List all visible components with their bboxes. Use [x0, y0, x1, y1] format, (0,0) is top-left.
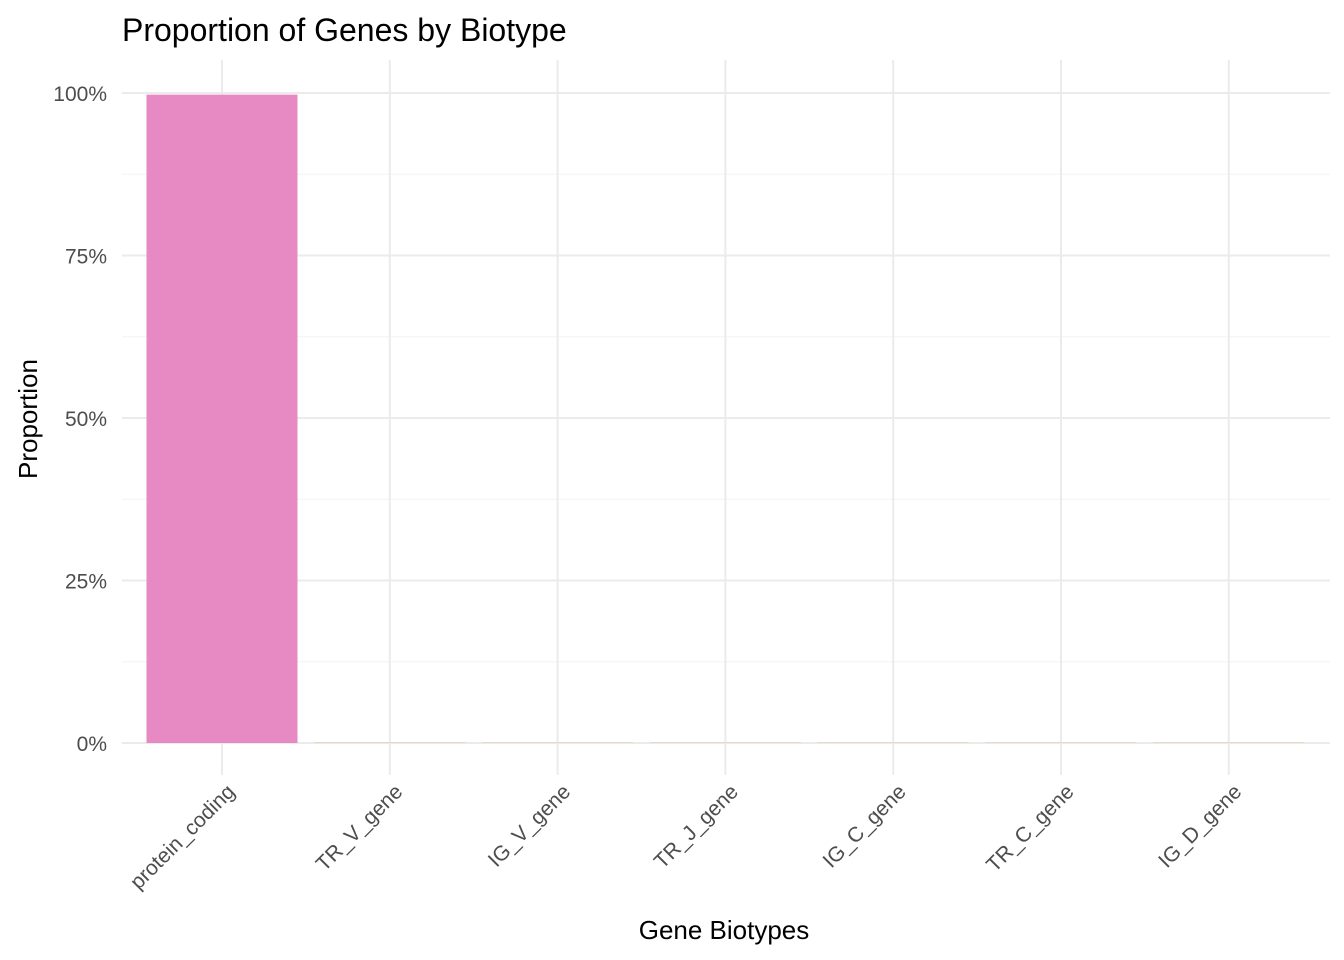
bar-TR_V_gene — [314, 742, 466, 743]
y-tick-label: 0% — [77, 733, 107, 756]
bar-IG_V_gene — [482, 742, 634, 743]
x-tick-label: TR_C_gene — [982, 780, 1078, 876]
y-tick-label: 100% — [53, 83, 107, 106]
bar-protein_coding — [146, 94, 298, 743]
y-tick-label: 50% — [65, 408, 107, 431]
x-tick-label: protein_coding — [126, 780, 240, 894]
x-tick-label: TR_V_gene — [312, 780, 408, 876]
bar-IG_C_gene — [817, 742, 969, 743]
chart-title: Proportion of Genes by Biotype — [122, 12, 567, 48]
y-axis: 0% 25% 50% 75% 100% — [53, 83, 107, 756]
bars — [146, 94, 1305, 743]
bar-IG_D_gene — [1153, 742, 1305, 743]
bar-TR_C_gene — [985, 742, 1137, 743]
x-axis-title: Gene Biotypes — [639, 915, 810, 945]
bar-TR_J_gene — [649, 742, 801, 743]
y-axis-title: Proportion — [13, 359, 43, 479]
x-axis: protein_coding TR_V_gene IG_V_gene TR_J_gen… — [126, 780, 1246, 894]
y-tick-label: 25% — [65, 571, 107, 594]
x-tick-label: IG_C_gene — [819, 780, 911, 872]
x-tick-label: TR_J_gene — [650, 780, 743, 873]
y-tick-label: 75% — [65, 246, 107, 269]
x-tick-label: IG_V_gene — [484, 780, 575, 871]
x-tick-label: IG_D_gene — [1154, 780, 1246, 872]
gridlines — [122, 60, 1330, 775]
